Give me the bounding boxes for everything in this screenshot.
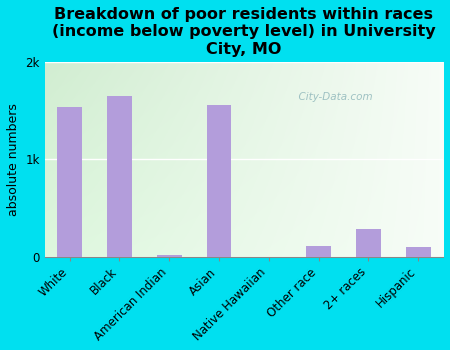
Bar [356, 229, 381, 257]
Bar [107, 96, 132, 257]
Text: City-Data.com: City-Data.com [292, 92, 372, 102]
Y-axis label: absolute numbers: absolute numbers [7, 103, 20, 216]
Bar [57, 107, 82, 257]
Bar [406, 247, 431, 257]
Bar [207, 105, 231, 257]
Bar [157, 255, 182, 257]
Bar [306, 246, 331, 257]
Title: Breakdown of poor residents within races
(income below poverty level) in Univers: Breakdown of poor residents within races… [52, 7, 436, 57]
